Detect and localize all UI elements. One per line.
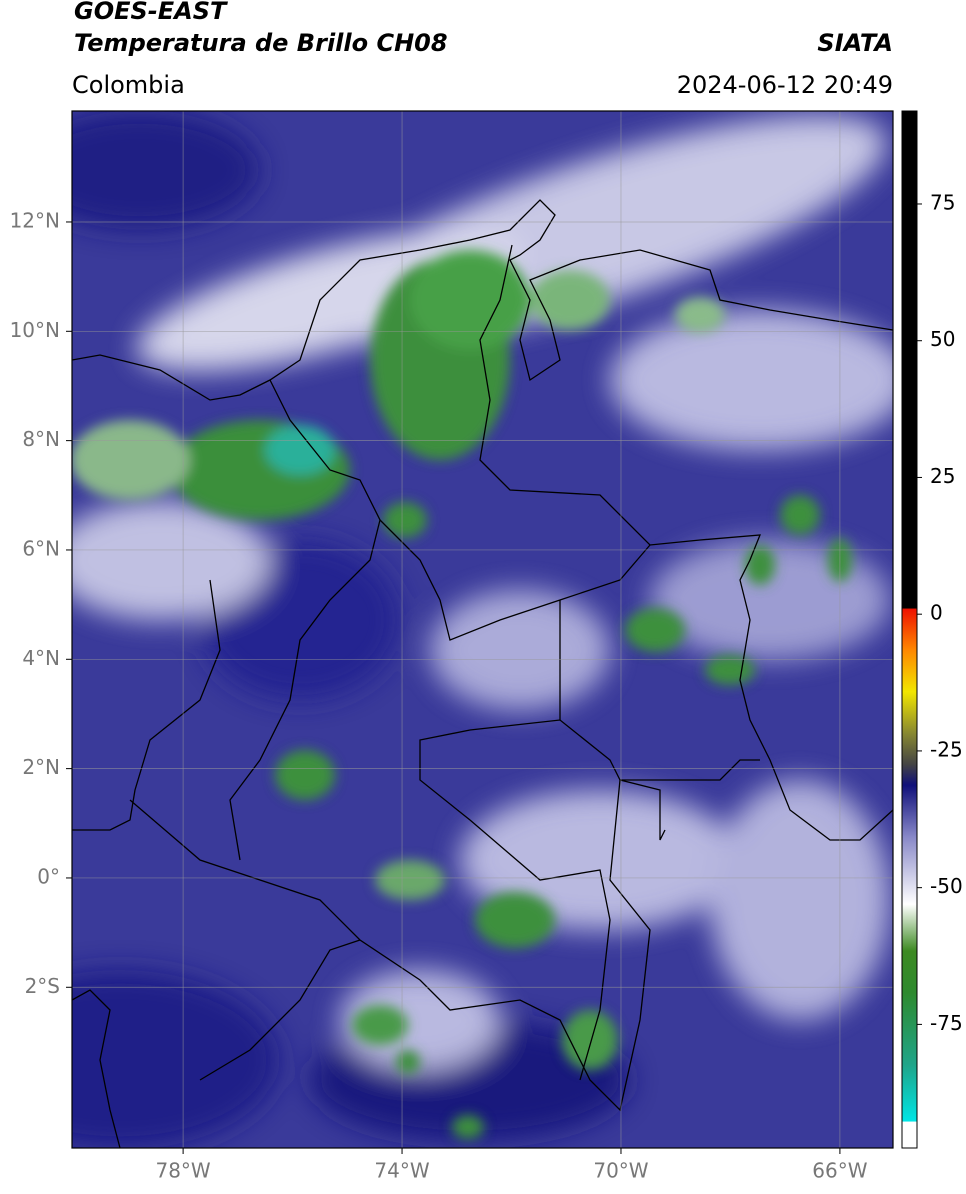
x-tick-label: 70°W (593, 1159, 648, 1183)
boundaries (72, 199, 893, 1148)
title: GOES-EAST (74, 0, 228, 25)
y-tick-label: 2°S (25, 974, 60, 998)
region: Colombia (72, 71, 185, 99)
colorbar-tick-label: 25 (930, 464, 955, 488)
y-tick-label: 8°N (22, 427, 60, 451)
datetime: 2024-06-12 20:49 (677, 71, 893, 99)
y-tick-label: 2°N (22, 755, 60, 779)
map-frame (71, 110, 894, 1149)
y-tick-label: 4°N (22, 646, 60, 670)
colorbar-tick-label: -25 (930, 737, 963, 761)
colorbar-tick-label: -75 (930, 1011, 963, 1035)
colorbar-tick-label: 0 (930, 601, 943, 625)
colorbar-tick-label: 50 (930, 327, 955, 351)
x-tick-label: 74°W (374, 1159, 429, 1183)
x-tick-label: 78°W (155, 1159, 210, 1183)
y-tick-label: 12°N (10, 208, 60, 232)
satellite-image (72, 111, 893, 1148)
x-tick-label: 66°W (812, 1159, 867, 1183)
y-tick-label: 0° (37, 864, 60, 888)
colorbar-tick-label: 75 (930, 190, 955, 214)
subtitle: Temperatura de Brillo CH08 (74, 29, 448, 57)
grid (72, 111, 893, 1148)
y-tick-label: 10°N (10, 318, 60, 342)
colorbar-tick-label: -50 (930, 874, 963, 898)
y-tick-label: 6°N (22, 536, 60, 560)
source: SIATA (817, 29, 893, 57)
colorbar (901, 110, 918, 1149)
